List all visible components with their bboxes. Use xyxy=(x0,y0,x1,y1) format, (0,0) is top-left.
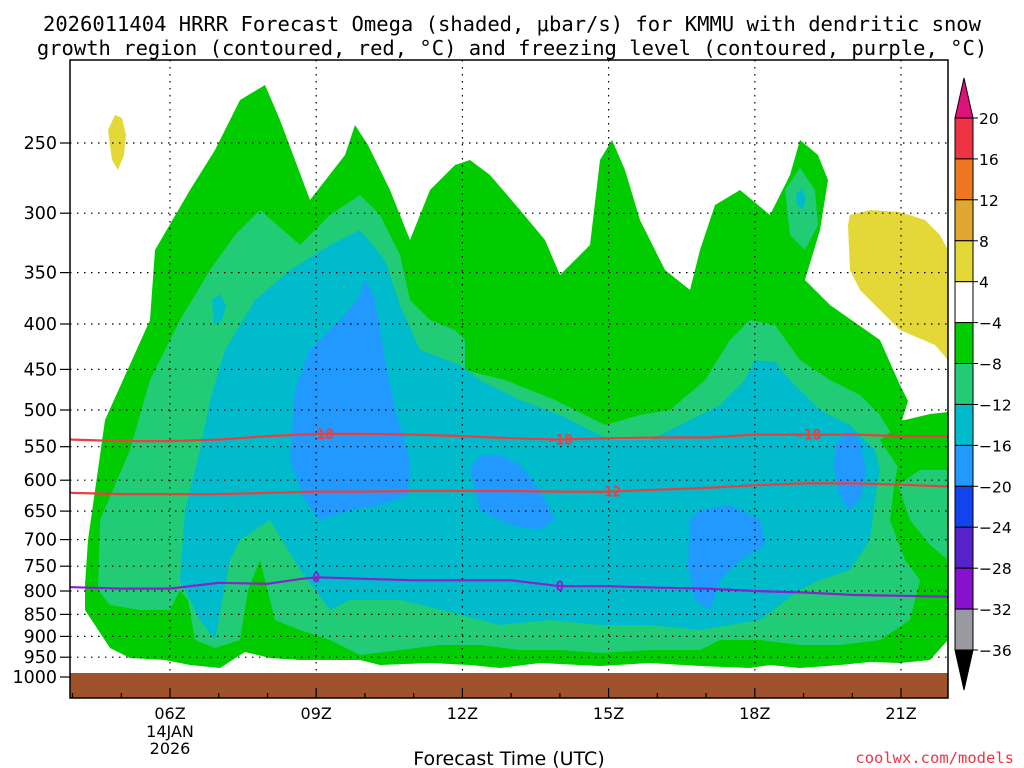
isotherm-line xyxy=(70,576,948,598)
y-tick-label: 850 xyxy=(24,605,57,625)
colorbar-segment xyxy=(954,240,974,283)
colorbar-label: 12 xyxy=(979,192,999,210)
colorbar-segment xyxy=(954,158,974,201)
colorbar-bottom-arrow xyxy=(954,649,974,691)
chart-title-line-1: 2026011404 HRRR Forecast Omega (shaded, … xyxy=(43,12,982,36)
omega-shade-cyan-small-2 xyxy=(212,294,226,325)
x-axis-date-day: 14JAN xyxy=(146,722,194,741)
x-axis-date-year: 2026 xyxy=(150,739,191,758)
omega-shade-white-notch xyxy=(902,380,948,422)
omega-shade-blue-4 xyxy=(834,430,866,510)
credit-label: coolwx.com/models xyxy=(855,749,1014,767)
colorbar-segment xyxy=(954,485,974,528)
ground-surface xyxy=(70,673,948,698)
isotherm-contours: -18 -18 -18 -12 0 0 xyxy=(70,427,948,598)
y-tick-label: 800 xyxy=(24,582,57,602)
colorbar-segment xyxy=(954,567,974,610)
isotherm-label: -18 xyxy=(796,428,821,444)
gridlines xyxy=(70,60,948,698)
colorbar-segment xyxy=(954,526,974,569)
y-tick-label: 700 xyxy=(24,531,57,551)
colorbar-segment xyxy=(954,281,974,324)
colorbar-label: −28 xyxy=(979,560,1012,578)
x-tick-label: 06Z xyxy=(154,704,185,723)
colorbar-segment xyxy=(954,608,974,651)
y-tick-label: 950 xyxy=(24,648,57,668)
isotherm-line xyxy=(70,432,948,443)
y-tick-label: 1000 xyxy=(12,668,57,688)
colorbar-label: −24 xyxy=(979,519,1012,537)
y-axis: 2503003504004505005506006507007508008509… xyxy=(12,134,70,688)
x-axis: 06Z 09Z 12Z 15Z 18Z 21Z xyxy=(71,688,917,723)
isotherm-label: 0 xyxy=(556,579,564,595)
y-tick-label: 900 xyxy=(24,627,57,647)
y-tick-label: 750 xyxy=(24,557,57,577)
x-tick-label: 12Z xyxy=(447,704,478,723)
colorbar-label: 4 xyxy=(979,274,989,292)
isotherm-label: 0 xyxy=(312,570,320,586)
y-tick-label: 350 xyxy=(24,264,57,284)
x-axis-title: Forecast Time (UTC) xyxy=(413,748,604,768)
omega-shade-teal-small-1 xyxy=(785,168,818,250)
colorbar-segment xyxy=(954,199,974,242)
colorbar-label: 8 xyxy=(979,233,989,251)
isotherm-label: -18 xyxy=(308,427,333,443)
colorbar-segment xyxy=(954,117,974,160)
omega-shade-blue-1 xyxy=(290,280,410,520)
omega-shade-green-right xyxy=(880,412,948,470)
isotherm-line xyxy=(70,482,948,496)
y-tick-label: 400 xyxy=(24,315,57,335)
plot-frame xyxy=(69,59,949,699)
chart-title-line-2: growth region (contoured, red, °C) and f… xyxy=(37,36,987,60)
y-tick-label: 500 xyxy=(24,401,57,421)
colorbar-label: −32 xyxy=(979,601,1012,619)
colorbar: 20 16 12 8 4 −4 −8 −12 −16 −20 −24 −28 −32 −36 xyxy=(954,77,1012,691)
omega-shading xyxy=(85,85,948,668)
y-tick-label: 650 xyxy=(24,502,57,522)
colorbar-label: −8 xyxy=(979,356,1002,374)
x-tick-label: 09Z xyxy=(301,704,332,723)
omega-shade-yellow-1 xyxy=(108,115,126,170)
colorbar-segment xyxy=(954,322,974,365)
colorbar-label: −4 xyxy=(979,315,1002,333)
colorbar-segment xyxy=(954,404,974,446)
colorbar-top-arrow xyxy=(954,77,974,119)
omega-shade-cyan-small-1 xyxy=(796,188,806,210)
y-tick-label: 300 xyxy=(24,204,57,224)
colorbar-label: −20 xyxy=(979,478,1012,496)
colorbar-label: −16 xyxy=(979,437,1012,455)
y-tick-label: 600 xyxy=(24,471,57,491)
y-tick-label: 550 xyxy=(24,438,57,458)
colorbar-label: 16 xyxy=(979,151,999,169)
isotherm-label: -18 xyxy=(547,433,572,449)
colorbar-label: −36 xyxy=(979,642,1012,660)
colorbar-segment xyxy=(954,444,974,487)
x-tick-label: 21Z xyxy=(885,704,916,723)
y-tick-label: 450 xyxy=(24,360,57,380)
isotherm-label: -12 xyxy=(596,485,621,501)
omega-shade-teal-right xyxy=(898,470,948,560)
omega-shade-blue-3 xyxy=(688,505,765,610)
x-tick-label: 15Z xyxy=(593,704,624,723)
colorbar-segment xyxy=(954,363,974,405)
omega-shade-yellow-2 xyxy=(848,210,948,360)
colorbar-label: 20 xyxy=(979,110,999,128)
y-tick-label: 250 xyxy=(24,134,57,154)
colorbar-label: −12 xyxy=(979,397,1012,415)
x-tick-label: 18Z xyxy=(739,704,770,723)
